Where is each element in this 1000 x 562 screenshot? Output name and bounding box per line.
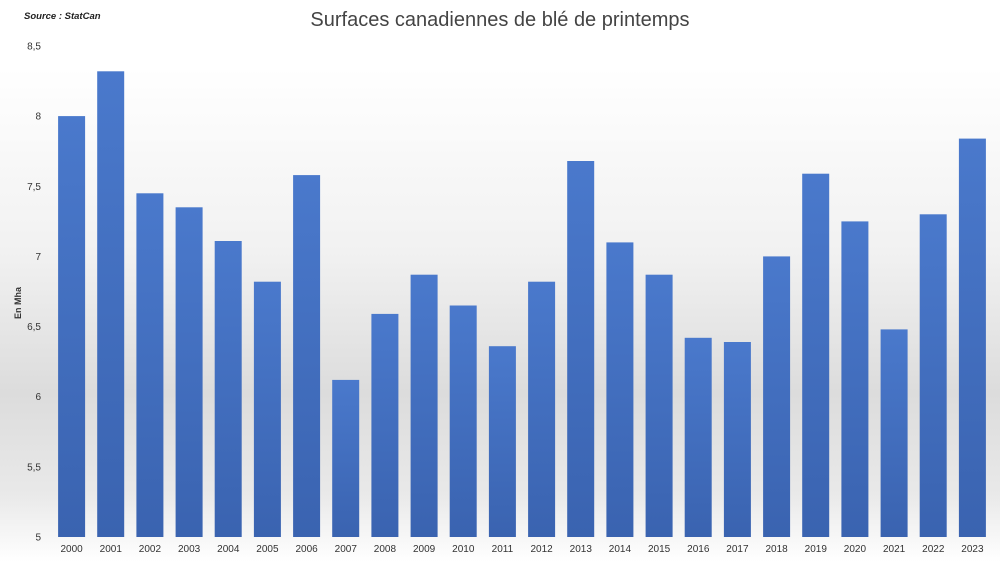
x-tick-label: 2004 — [217, 544, 240, 555]
bar-2000 — [58, 116, 86, 537]
x-tick-label: 2006 — [295, 544, 318, 555]
x-tick-label: 2002 — [139, 544, 162, 555]
bar-2006 — [293, 175, 321, 537]
y-tick-label: 7,5 — [27, 182, 41, 193]
x-tick-label: 2013 — [570, 544, 593, 555]
y-tick-label: 5,5 — [27, 462, 41, 473]
bar-2018 — [763, 256, 791, 537]
bar-2004 — [214, 241, 242, 537]
x-tick-label: 2011 — [492, 544, 514, 555]
x-tick-label: 2001 — [100, 544, 123, 555]
bar-2010 — [449, 305, 477, 537]
y-tick-label: 5 — [35, 533, 41, 544]
x-tick-label: 2021 — [883, 544, 906, 555]
bar-2023 — [958, 138, 986, 537]
chart-title: Surfaces canadiennes de blé de printemps — [310, 9, 690, 31]
bar-2007 — [332, 379, 360, 537]
x-tick-label: 2018 — [765, 544, 788, 555]
bar-2009 — [410, 274, 438, 537]
x-tick-label: 2019 — [805, 544, 828, 555]
bar-2022 — [919, 214, 947, 538]
bar-2011 — [488, 346, 516, 537]
x-tick-label: 2005 — [256, 544, 279, 555]
x-tick-label: 2017 — [726, 544, 749, 555]
bar-2015 — [645, 274, 673, 537]
x-tick-label: 2014 — [609, 544, 632, 555]
y-tick-label: 6 — [35, 392, 41, 403]
bar-2008 — [371, 313, 399, 537]
source-note: Source : StatCan — [24, 11, 101, 22]
bar-2019 — [802, 173, 830, 537]
y-tick-label: 7 — [35, 252, 41, 263]
bar-2020 — [841, 221, 869, 537]
x-tick-label: 2000 — [60, 544, 83, 555]
bar-2014 — [606, 242, 634, 537]
bar-2012 — [528, 281, 556, 537]
x-tick-label: 2009 — [413, 544, 436, 555]
bar-2016 — [684, 337, 712, 537]
x-tick-label: 2022 — [922, 544, 945, 555]
x-tick-label: 2020 — [844, 544, 867, 555]
bar-2017 — [723, 342, 751, 537]
bar-2013 — [567, 161, 595, 537]
x-tick-label: 2007 — [335, 544, 358, 555]
y-tick-label: 8 — [35, 112, 41, 123]
bar-2003 — [175, 207, 203, 538]
bar-2002 — [136, 193, 164, 538]
y-tick-label: 6,5 — [27, 322, 41, 333]
bar-2005 — [253, 281, 281, 537]
x-tick-label: 2023 — [961, 544, 984, 555]
x-tick-label: 2010 — [452, 544, 475, 555]
bar-2021 — [880, 329, 908, 537]
y-tick-label: 8,5 — [27, 42, 41, 53]
x-tick-label: 2008 — [374, 544, 397, 555]
x-tick-label: 2016 — [687, 544, 710, 555]
x-tick-label: 2003 — [178, 544, 201, 555]
x-tick-label: 2012 — [530, 544, 553, 555]
x-tick-label: 2015 — [648, 544, 671, 555]
bar-2001 — [97, 71, 125, 538]
